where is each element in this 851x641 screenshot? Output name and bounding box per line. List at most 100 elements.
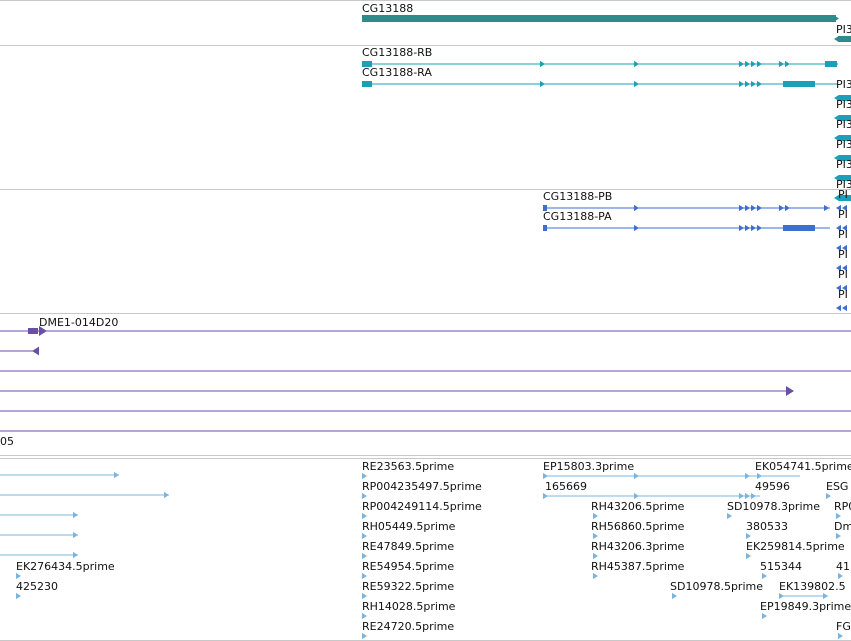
est-label[interactable]: SD10978.3prime [727, 500, 820, 520]
protein-partial[interactable]: PI [836, 268, 848, 292]
est-label[interactable]: RE59322.5prime [362, 580, 454, 600]
transcript-partial[interactable]: PI3 [834, 178, 851, 202]
feature-label[interactable]: CG13188-PB [543, 190, 612, 203]
est-label[interactable]: 425230 [16, 580, 58, 600]
clone[interactable] [0, 386, 794, 396]
feature-label[interactable]: RE47849.5prime [362, 540, 454, 553]
feature-label[interactable]: RE24720.5prime [362, 620, 454, 633]
feature-label[interactable]: PI [838, 248, 848, 261]
feature-label[interactable]: CG13188-PA [543, 210, 612, 223]
est-label[interactable]: SD10978.5prime [670, 580, 763, 600]
feature-label[interactable]: Dm [834, 520, 851, 533]
feature-label[interactable]: EK139802.5 [779, 580, 846, 593]
feature-label[interactable]: PI3 [836, 138, 851, 151]
est-label[interactable]: RP004249114.5prime [362, 500, 482, 520]
gene-CG13188[interactable]: CG13188 [362, 2, 839, 22]
feature-label[interactable]: PI3 [836, 178, 851, 191]
est-label[interactable]: 515344 [760, 560, 802, 580]
est-label[interactable]: RE24720.5prime [362, 620, 454, 640]
protein[interactable]: CG13188-PA [543, 210, 830, 232]
transcript[interactable]: CG13188-RB [362, 46, 838, 68]
feature-label[interactable]: SD10978.3prime [727, 500, 820, 513]
est-label[interactable]: 49596 [755, 480, 790, 493]
est-label[interactable]: RH43206.3prime [591, 540, 685, 560]
est-label[interactable]: ESG [826, 480, 848, 500]
feature-label[interactable]: 515344 [760, 560, 802, 573]
est-label[interactable]: EK276434.5prime [16, 560, 115, 580]
est-label[interactable]: RP0 [834, 500, 851, 520]
est-label[interactable]: 380533 [746, 520, 788, 540]
transcript-partial[interactable]: PI3 [834, 118, 851, 142]
est-label[interactable]: RH43206.5prime [591, 500, 685, 520]
est-label[interactable]: EK054741.5prime [755, 460, 851, 480]
clone[interactable] [0, 346, 39, 356]
feature-label[interactable]: PI [838, 288, 848, 301]
est-label[interactable]: EP15803.3prime [543, 460, 760, 480]
feature-label[interactable]: RP0 [834, 500, 851, 513]
protein-partial[interactable]: PI [836, 188, 848, 212]
est-feature[interactable] [0, 511, 78, 519]
transcript-partial[interactable]: PI3 [834, 158, 851, 182]
protein-partial[interactable]: PI [836, 248, 848, 272]
feature-label[interactable]: PI [838, 188, 848, 201]
feature-label[interactable]: 425230 [16, 580, 58, 593]
clone-DME1-014D20[interactable]: DME1-014D20 [0, 316, 851, 336]
feature-label[interactable]: PI3 [836, 158, 851, 171]
est-label[interactable]: FG [836, 620, 851, 640]
protein-partial[interactable]: PI [836, 208, 848, 232]
protein-partial[interactable]: PI [836, 288, 848, 312]
feature-label[interactable]: PI3 [836, 78, 851, 91]
est-label[interactable]: RE23563.5prime [362, 460, 454, 480]
feature-label[interactable]: RH43206.5prime [591, 500, 685, 513]
est-label[interactable]: RH45387.5prime [591, 560, 685, 580]
feature-label[interactable]: ESG [826, 480, 848, 493]
est-label[interactable]: RE54954.5prime [362, 560, 454, 580]
feature-label[interactable]: CG13188-RA [362, 66, 432, 79]
feature-label[interactable]: RE59322.5prime [362, 580, 454, 593]
feature-label[interactable]: CG13188-RB [362, 46, 432, 59]
feature-label[interactable]: 05 [0, 435, 14, 448]
protein-partial[interactable]: PI [836, 228, 848, 252]
feature-label[interactable]: 49596 [755, 480, 790, 493]
est-label[interactable]: EK259814.5prime [746, 540, 845, 560]
est-label[interactable]: Dm [834, 520, 851, 540]
transcript-partial[interactable]: PI3 [834, 98, 851, 122]
est-label[interactable]: EP19849.3prime [760, 600, 851, 620]
feature-label[interactable]: RH56860.5prime [591, 520, 685, 533]
est-label[interactable]: RH56860.5prime [591, 520, 685, 540]
est-label[interactable]: 41 [836, 560, 850, 580]
protein[interactable]: CG13188-PB [543, 190, 830, 212]
est-label[interactable]: 165669 [543, 480, 760, 500]
feature-label[interactable]: RP004249114.5prime [362, 500, 482, 513]
feature-label[interactable]: PI3 [836, 98, 851, 111]
feature-label[interactable]: RH05449.5prime [362, 520, 456, 533]
transcript-partial[interactable]: PI3 [834, 78, 851, 102]
est-feature[interactable] [0, 491, 169, 499]
feature-label[interactable]: 380533 [746, 520, 788, 533]
feature-label[interactable]: RH43206.3prime [591, 540, 685, 553]
feature-label[interactable]: CG13188 [362, 2, 413, 15]
clone-partial[interactable]: 05 [0, 430, 851, 448]
transcript[interactable]: CG13188-RA [362, 66, 838, 88]
feature-label[interactable]: SD10978.5prime [670, 580, 763, 593]
feature-label[interactable]: RH14028.5prime [362, 600, 456, 613]
feature-label[interactable]: PI [838, 208, 848, 221]
est-label[interactable]: RP004235497.5prime [362, 480, 482, 500]
est-label[interactable]: RE47849.5prime [362, 540, 454, 560]
feature-label[interactable]: RP004235497.5prime [362, 480, 482, 493]
feature-label[interactable]: PI [838, 228, 848, 241]
transcript-partial[interactable]: PI3 [834, 138, 851, 162]
est-label[interactable]: EK139802.5 [779, 580, 846, 600]
feature-label[interactable]: 165669 [545, 480, 587, 493]
feature-label[interactable]: RE54954.5prime [362, 560, 454, 573]
feature-label[interactable]: EK276434.5prime [16, 560, 115, 573]
feature-label[interactable]: EK054741.5prime [755, 460, 851, 473]
feature-label[interactable]: PI3 [836, 118, 851, 131]
est-label[interactable]: RH14028.5prime [362, 600, 456, 620]
feature-label[interactable]: EP15803.3prime [543, 460, 634, 473]
est-feature[interactable] [0, 531, 78, 539]
feature-label[interactable]: DME1-014D20 [39, 316, 118, 329]
feature-label[interactable]: RH45387.5prime [591, 560, 685, 573]
feature-label[interactable]: EP19849.3prime [760, 600, 851, 613]
feature-label[interactable]: PI3 [836, 23, 851, 36]
